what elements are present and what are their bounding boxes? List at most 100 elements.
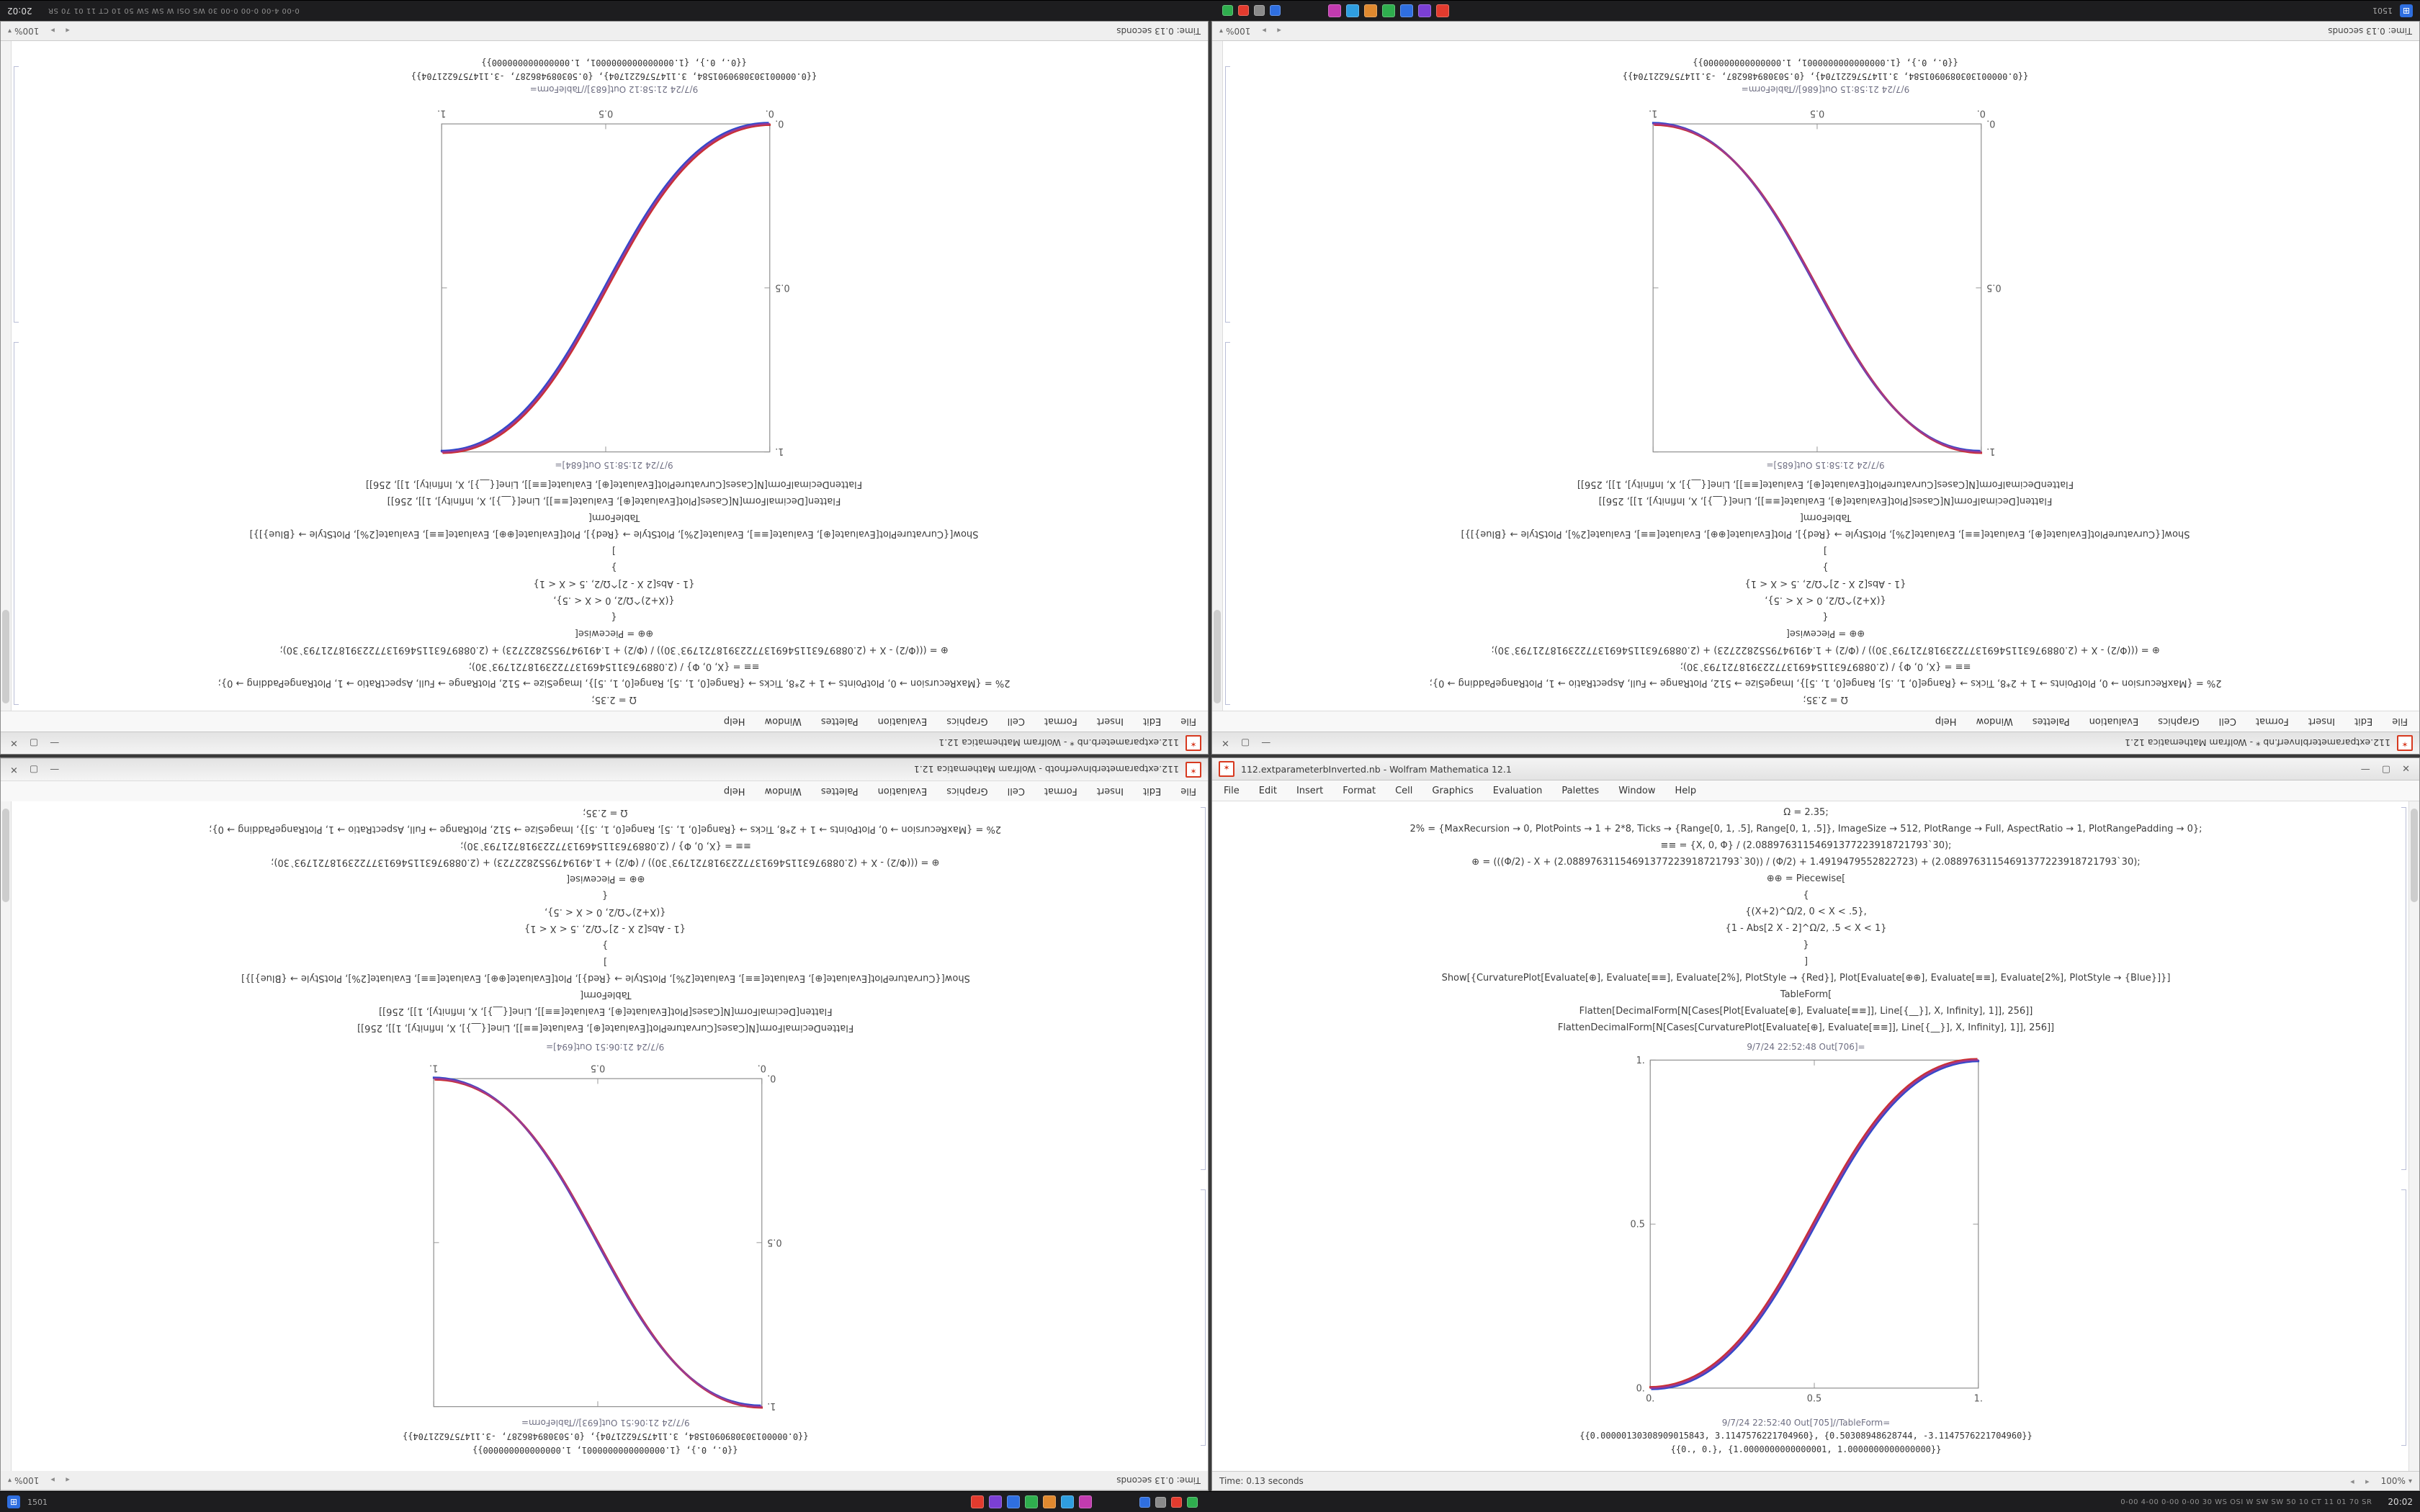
menu-item[interactable]: File [1224, 785, 1240, 796]
tray-icon[interactable] [1270, 5, 1281, 17]
menu-item[interactable]: Graphics [2158, 716, 2200, 727]
cell-bracket[interactable] [1225, 66, 1230, 323]
code-line[interactable]: {(X+2)^Ω/2, 0 < X < .5}, [1765, 595, 1886, 606]
vertical-scrollbar[interactable] [1, 801, 12, 1471]
code-line[interactable]: { [602, 890, 609, 901]
scrollbar-thumb[interactable] [1214, 610, 1221, 703]
menu-item[interactable]: Palettes [820, 786, 859, 797]
code-line[interactable]: ] [611, 545, 617, 556]
code-line[interactable]: {1 - Abs[2 X - 2]^Ω/2, .5 < X < 1} [524, 923, 686, 934]
window-titlebar[interactable]: ✶ 112.extparameterb.nb * - Wolfram Mathe… [1, 732, 1208, 754]
close-button[interactable]: ✕ [2402, 763, 2410, 775]
app-icon[interactable] [1024, 1495, 1038, 1508]
menu-item[interactable]: Format [1343, 785, 1376, 796]
code-line[interactable]: {1 - Abs[2 X - 2]^Ω/2, .5 < X < 1} [533, 578, 695, 589]
code-line[interactable]: ⊕ = (((Φ/2) - X + (2.0889763115469137722… [271, 857, 940, 868]
code-line[interactable]: Ω = 2.35; [1783, 807, 1829, 818]
menu-item[interactable]: Graphics [946, 786, 988, 797]
code-line[interactable]: Show[{CurvaturePlot[Evaluate[⊕], Evaluat… [1461, 528, 2190, 539]
tray-icon[interactable] [1139, 1496, 1150, 1508]
code-line[interactable]: 2% = {MaxRecursion → 0, PlotPoints → 1 +… [1410, 824, 2202, 834]
code-line[interactable]: TableForm[ [1780, 989, 1832, 1000]
menu-item[interactable]: Insert [1296, 785, 1324, 796]
minimize-button[interactable]: — [1261, 737, 1271, 749]
zoom-control[interactable]: 100% ▾ [8, 26, 39, 36]
app-icon[interactable] [1078, 1495, 1092, 1508]
scrollbar-thumb[interactable] [2, 809, 9, 902]
horizontal-scrollbar[interactable]: ◂ ▸ [46, 26, 70, 36]
menu-item[interactable]: Evaluation [1492, 785, 1543, 796]
menu-item[interactable]: Insert [1096, 786, 1124, 797]
code-line[interactable]: } [602, 940, 609, 950]
menu-item[interactable]: Window [1618, 785, 1656, 796]
app-icon[interactable] [1006, 1495, 1020, 1508]
minimize-button[interactable]: — [50, 737, 60, 749]
code-line[interactable]: Show[{CurvaturePlot[Evaluate[⊕], Evaluat… [249, 528, 979, 539]
start-icon[interactable]: ⊞ [7, 1495, 20, 1508]
code-line[interactable]: } [1822, 562, 1829, 572]
menu-item[interactable]: Cell [1007, 786, 1025, 797]
code-line[interactable]: ≡≡ = {X, 0, Φ} / (2.08897631154691377223… [468, 661, 760, 672]
code-line[interactable]: 2% = {MaxRecursion → 0, PlotPoints → 1 +… [1429, 678, 2222, 688]
menu-item[interactable]: Insert [2308, 716, 2336, 727]
app-icon[interactable] [1042, 1495, 1056, 1508]
scrollbar-thumb[interactable] [2411, 809, 2418, 902]
app-icon[interactable] [1382, 4, 1396, 17]
horizontal-scrollbar[interactable]: ◂ ▸ [2350, 1476, 2374, 1486]
start-icon[interactable]: ⊞ [2400, 4, 2413, 17]
vertical-scrollbar[interactable] [1, 41, 12, 711]
menu-item[interactable]: Cell [1395, 785, 1413, 796]
tray-icon[interactable] [1222, 5, 1234, 17]
code-line[interactable]: {1 - Abs[2 X - 2]^Ω/2, .5 < X < 1} [1725, 923, 1887, 934]
code-line[interactable]: TableForm[ [588, 512, 640, 523]
code-line[interactable]: ] [1823, 545, 1828, 556]
code-line[interactable]: FlattenDecimalForm[N[Cases[CurvaturePlot… [357, 1022, 854, 1033]
app-icon[interactable] [1346, 4, 1360, 17]
cell-bracket[interactable] [1201, 807, 1206, 1171]
code-line[interactable]: ⊕ = (((Φ/2) - X + (2.0889763115469137722… [279, 644, 949, 655]
code-line[interactable]: {(X+2)^Ω/2, 0 < X < .5}, [1745, 906, 1867, 917]
code-line[interactable]: { [611, 611, 617, 622]
app-icon[interactable] [1328, 4, 1342, 17]
minimize-button[interactable]: — [50, 764, 60, 775]
close-button[interactable]: ✕ [1222, 737, 1229, 749]
tray-icon[interactable] [1155, 1496, 1166, 1508]
minimize-button[interactable]: — [2360, 763, 2370, 775]
window-titlebar[interactable]: ✶ 112.extparameterbInverfnotb - Wolfram … [1, 758, 1208, 780]
zoom-control[interactable]: 100% ▾ [1219, 26, 1250, 36]
horizontal-scrollbar[interactable]: ◂ ▸ [1258, 26, 1281, 36]
menu-item[interactable]: Format [1044, 716, 1077, 727]
code-line[interactable]: { [1803, 890, 1809, 901]
menu-item[interactable]: Format [1044, 786, 1077, 797]
code-line[interactable]: ⊕⊕ = Piecewise[ [574, 628, 654, 639]
vertical-scrollbar[interactable] [2408, 801, 2419, 1471]
code-line[interactable]: Flatten[DecimalForm[N[Cases[Plot[Evaluat… [1579, 1006, 2033, 1017]
cell-bracket[interactable] [14, 66, 19, 323]
code-line[interactable]: FlattenDecimalForm[N[Cases[CurvaturePlot… [1577, 479, 2074, 490]
menu-item[interactable]: Graphics [946, 716, 988, 727]
menu-item[interactable]: Evaluation [877, 786, 928, 797]
menu-item[interactable]: Window [764, 716, 802, 727]
app-icon[interactable] [988, 1495, 1002, 1508]
cell-bracket[interactable] [14, 341, 19, 705]
window-titlebar[interactable]: ✶ 112.extparameterbInverf.nb * - Wolfram… [1212, 732, 2419, 754]
code-line[interactable]: ] [603, 956, 608, 967]
cell-bracket[interactable] [2401, 807, 2406, 1171]
code-line[interactable]: ] [1803, 956, 1809, 967]
code-line[interactable]: } [611, 562, 617, 572]
cell-bracket[interactable] [1201, 1189, 1206, 1446]
code-line[interactable]: {(X+2)^Ω/2, 0 < X < .5}, [544, 906, 666, 917]
menu-item[interactable]: Edit [1143, 716, 1162, 727]
menu-item[interactable]: Edit [1143, 786, 1162, 797]
window-titlebar[interactable]: ✶ 112.extparameterbInverted.nb - Wolfram… [1212, 758, 2419, 780]
code-line[interactable]: 2% = {MaxRecursion → 0, PlotPoints → 1 +… [209, 824, 1002, 834]
cell-bracket[interactable] [1225, 341, 1230, 705]
close-button[interactable]: ✕ [10, 764, 18, 775]
tray-icon[interactable] [1254, 5, 1265, 17]
maximize-button[interactable]: ▢ [1240, 737, 1250, 749]
tray-icon[interactable] [1186, 1496, 1198, 1508]
menu-item[interactable]: File [2392, 716, 2408, 727]
tray-icon[interactable] [1238, 5, 1250, 17]
menu-item[interactable]: Palettes [2032, 716, 2070, 727]
code-line[interactable]: TableForm[ [579, 989, 632, 1000]
